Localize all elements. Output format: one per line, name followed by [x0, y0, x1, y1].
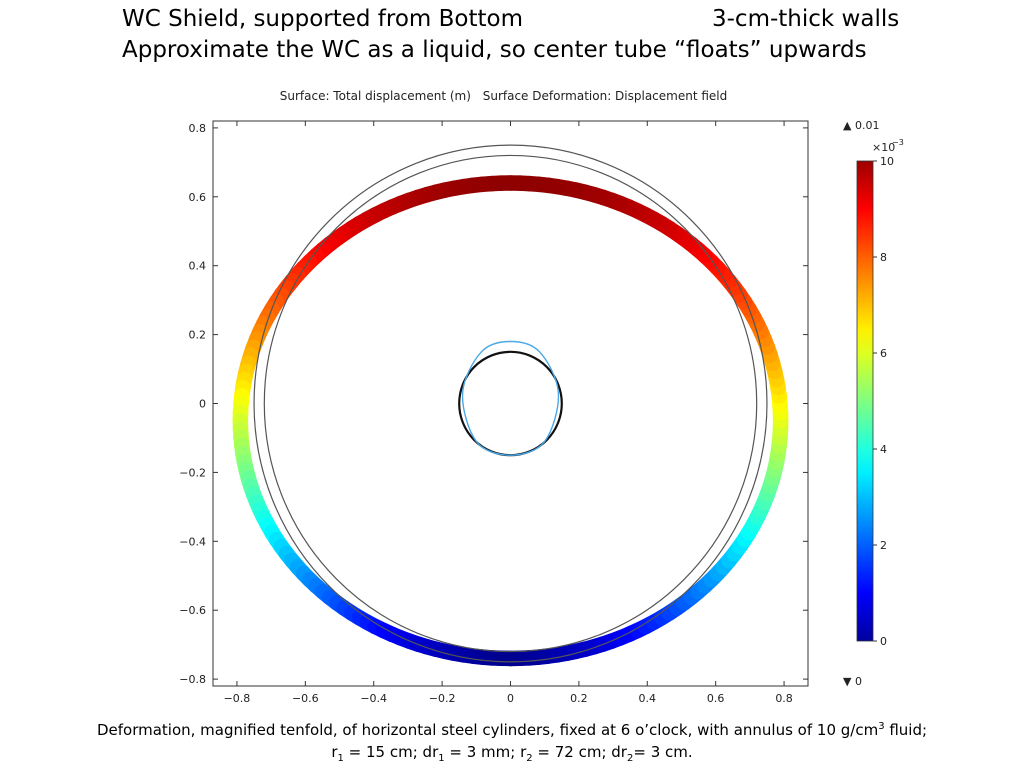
x-tick-label: −0.8: [224, 692, 251, 705]
dr1-value: = 3 mm; r: [445, 743, 527, 761]
colorbar-max-marker: ▲ 0.01: [843, 119, 879, 132]
colorbar-tick-label: 0: [880, 635, 887, 648]
x-tick-label: −0.4: [360, 692, 387, 705]
dr2-value: = 3 cm.: [633, 743, 692, 761]
x-tick-label: 0.6: [707, 692, 725, 705]
y-tick-label: 0: [199, 398, 206, 411]
caption-line-2: r1 = 15 cm; dr1 = 3 mm; r2 = 72 cm; dr2=…: [0, 741, 1024, 770]
x-tick-label: 0.4: [639, 692, 657, 705]
r1-value: = 15 cm; dr: [344, 743, 438, 761]
y-tick-label: 0.8: [189, 122, 207, 135]
x-tick-label: −0.6: [292, 692, 319, 705]
colorbar-tick-label: 8: [880, 251, 887, 264]
x-tick-label: 0: [507, 692, 514, 705]
colorbar-min-marker: ▼ 0: [843, 675, 862, 688]
y-tick-label: −0.4: [179, 535, 206, 548]
y-tick-label: −0.2: [179, 466, 206, 479]
y-tick-label: 0.6: [189, 191, 207, 204]
colorbar: [857, 161, 873, 641]
caption-text-2: fluid;: [885, 721, 927, 739]
y-tick-label: −0.8: [179, 673, 206, 686]
x-tick-label: −0.2: [429, 692, 456, 705]
y-tick-label: 0.4: [189, 260, 207, 273]
colorbar-tick-label: 10: [880, 155, 894, 168]
caption-line-1: Deformation, magnified tenfold, of horiz…: [0, 716, 1024, 741]
y-tick-label: 0.2: [189, 329, 207, 342]
y-tick-label: −0.6: [179, 604, 206, 617]
colorbar-tick-label: 2: [880, 539, 887, 552]
colorbar-tick-label: 4: [880, 443, 887, 456]
r2-value: = 72 cm; dr: [533, 743, 627, 761]
x-tick-label: 0.8: [775, 692, 793, 705]
caption: Deformation, magnified tenfold, of horiz…: [0, 716, 1024, 770]
x-tick-label: 0.2: [570, 692, 588, 705]
caption-text-1: Deformation, magnified tenfold, of horiz…: [97, 721, 878, 739]
colorbar-multiplier-exponent: −3: [892, 138, 904, 147]
colorbar-tick-label: 6: [880, 347, 887, 360]
plot-frame: [213, 121, 808, 686]
